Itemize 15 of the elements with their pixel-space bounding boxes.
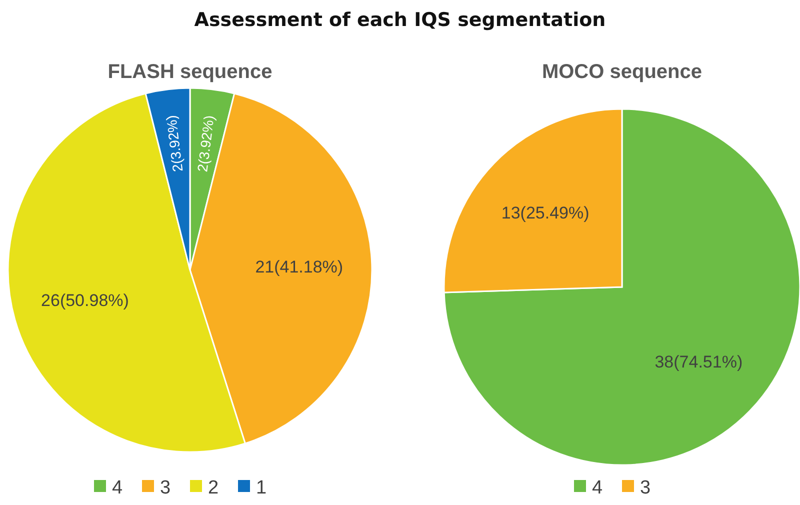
legend-label: 2 bbox=[208, 478, 219, 499]
legend-label: 1 bbox=[256, 478, 267, 499]
legend-label: 4 bbox=[592, 478, 603, 499]
data-label: 2(3.92%) bbox=[194, 114, 217, 173]
data-label: 26(50.98%) bbox=[41, 290, 129, 310]
text: Assessment of each IQS segmentation bbox=[194, 9, 606, 31]
data-label: 13(25.49%) bbox=[501, 204, 590, 223]
legend-label: 3 bbox=[160, 478, 171, 499]
data-label: 2(3.92%) bbox=[162, 114, 186, 173]
legend-label: 4 bbox=[112, 478, 123, 499]
legend-label: 3 bbox=[640, 478, 651, 499]
chart-title: MOCO sequence bbox=[542, 61, 702, 83]
data-label: 38(74.51%) bbox=[654, 352, 743, 372]
data-label: 21(41.18%) bbox=[255, 258, 344, 277]
chart-title: FLASH sequence bbox=[108, 61, 272, 83]
